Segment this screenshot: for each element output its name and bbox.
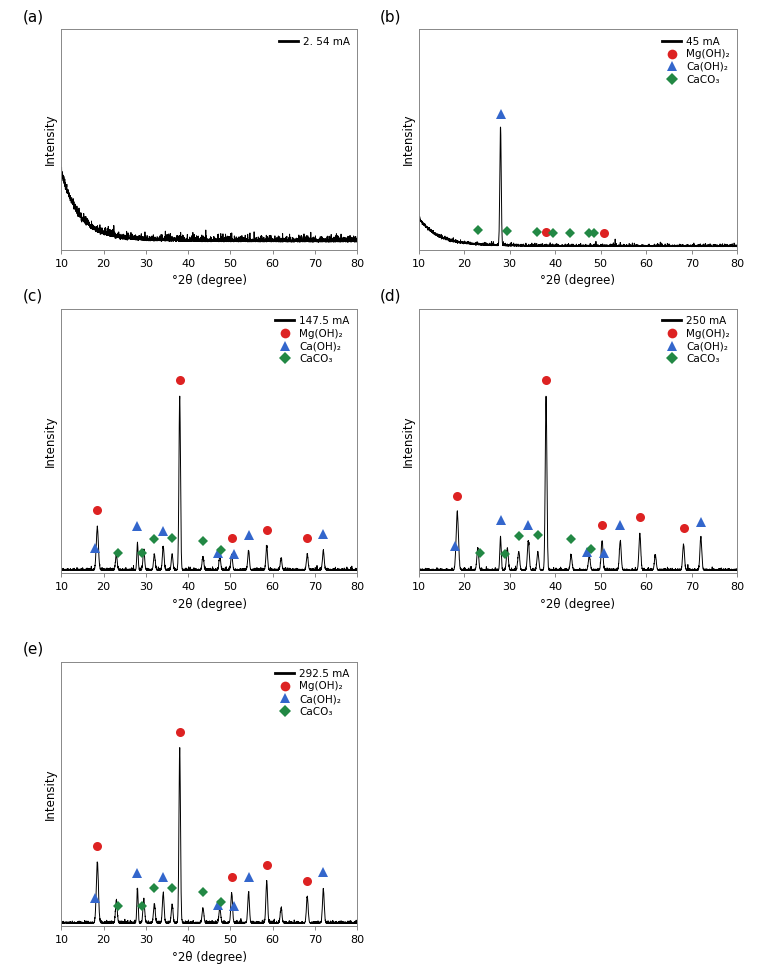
Y-axis label: Intensity: Intensity <box>45 768 58 819</box>
Legend: 2. 54 mA: 2. 54 mA <box>275 32 354 51</box>
X-axis label: °2θ (degree): °2θ (degree) <box>172 598 247 611</box>
X-axis label: °2θ (degree): °2θ (degree) <box>172 951 247 963</box>
Text: (a): (a) <box>23 10 45 24</box>
Y-axis label: Intensity: Intensity <box>45 114 58 166</box>
Text: (c): (c) <box>23 289 43 304</box>
Text: (e): (e) <box>23 642 45 657</box>
Legend: 292.5 mA, Mg(OH)₂, Ca(OH)₂, CaCO₃: 292.5 mA, Mg(OH)₂, Ca(OH)₂, CaCO₃ <box>271 664 354 720</box>
Text: (d): (d) <box>380 289 402 304</box>
X-axis label: °2θ (degree): °2θ (degree) <box>541 598 615 611</box>
X-axis label: °2θ (degree): °2θ (degree) <box>172 274 247 287</box>
Y-axis label: Intensity: Intensity <box>402 416 415 466</box>
Legend: 250 mA, Mg(OH)₂, Ca(OH)₂, CaCO₃: 250 mA, Mg(OH)₂, Ca(OH)₂, CaCO₃ <box>658 312 734 368</box>
Y-axis label: Intensity: Intensity <box>45 416 58 466</box>
Y-axis label: Intensity: Intensity <box>402 114 415 166</box>
Legend: 147.5 mA, Mg(OH)₂, Ca(OH)₂, CaCO₃: 147.5 mA, Mg(OH)₂, Ca(OH)₂, CaCO₃ <box>271 312 354 368</box>
Legend: 45 mA, Mg(OH)₂, Ca(OH)₂, CaCO₃: 45 mA, Mg(OH)₂, Ca(OH)₂, CaCO₃ <box>658 32 734 88</box>
X-axis label: °2θ (degree): °2θ (degree) <box>541 274 615 287</box>
Text: (b): (b) <box>380 10 402 24</box>
